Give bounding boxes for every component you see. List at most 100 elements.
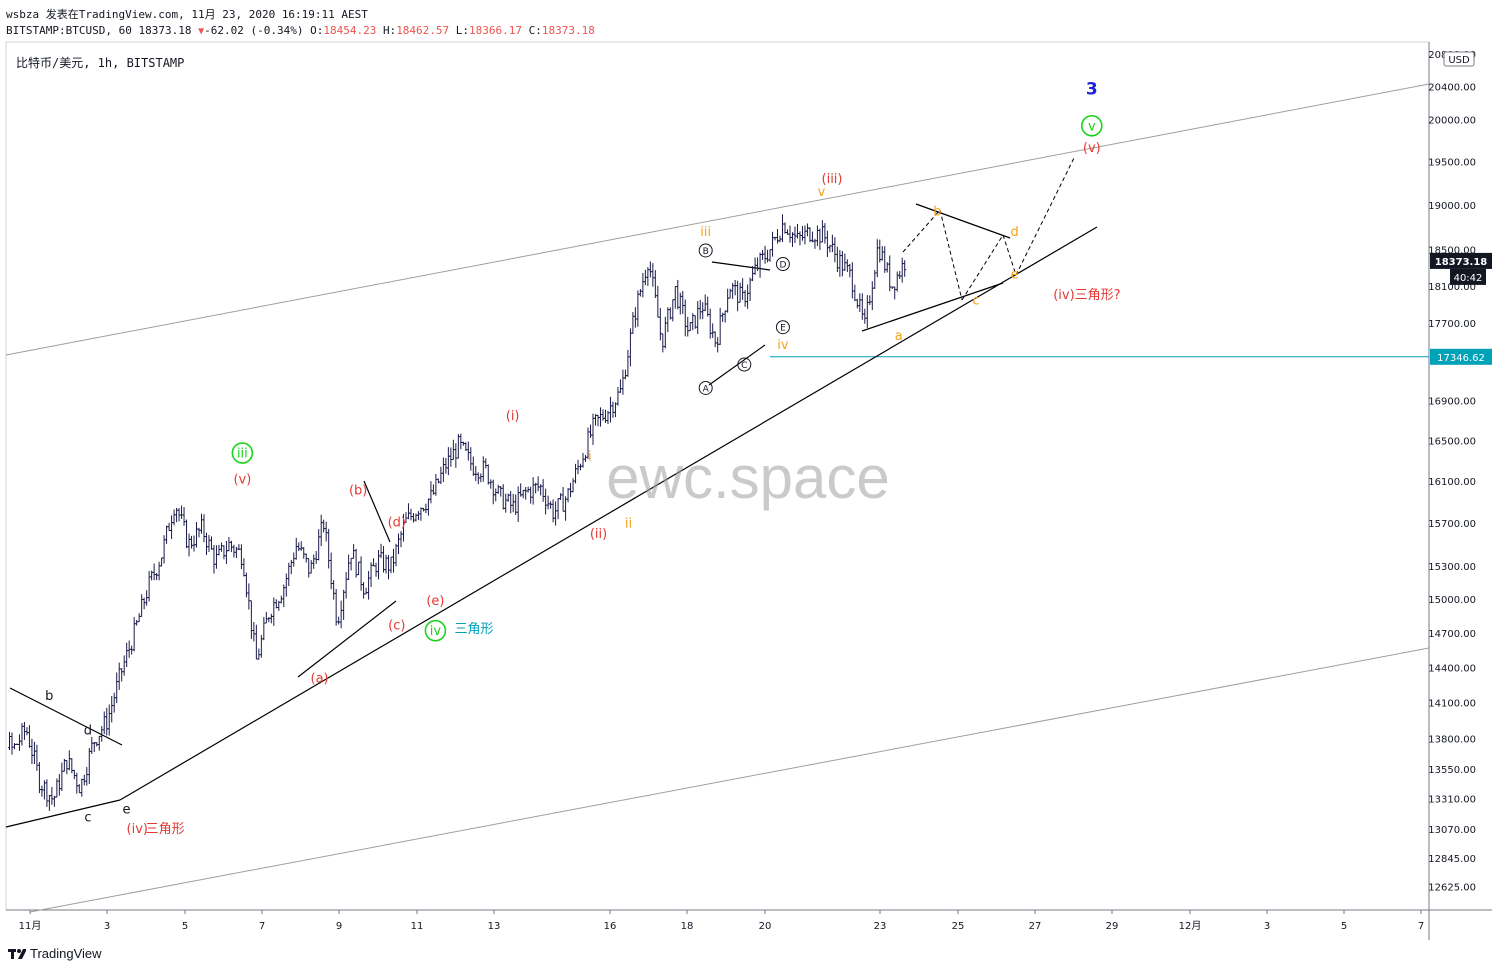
wave-label: iv xyxy=(777,338,789,353)
triangle-ab xyxy=(297,600,397,678)
time-axis[interactable]: 11月 3 5 7 9 11 13 16 18 20 23 25 27 29 12月 3 5 7 xyxy=(19,910,1425,932)
time-tick-label[interactable]: 13 xyxy=(488,921,501,932)
interval: 60 xyxy=(118,24,132,37)
wave-label: i xyxy=(588,450,592,465)
wave-label: C xyxy=(741,361,747,371)
price-tick-label[interactable]: 16100.00 xyxy=(1428,477,1476,488)
tradingview-logo-icon xyxy=(8,949,26,959)
wave-label: (a) xyxy=(311,671,329,686)
wave-label: e xyxy=(123,803,131,818)
forecast-path-5 xyxy=(1015,157,1075,276)
price-tick-label[interactable]: 16900.00 xyxy=(1428,396,1476,407)
price-tick-label[interactable]: 18100.00 xyxy=(1428,282,1476,293)
header-line-2: BITSTAMP:BTCUSD, 60 18373.18 ▼-62.02 (-0… xyxy=(6,24,595,37)
wave-circle xyxy=(775,257,790,272)
currency-label: USD xyxy=(1448,55,1470,66)
low-value: 18366.17 xyxy=(469,24,523,37)
time-tick-label[interactable]: 3 xyxy=(1264,921,1270,932)
price-tick-label[interactable]: 19500.00 xyxy=(1428,158,1476,169)
last-price-tag xyxy=(1430,252,1492,269)
wave-label: iii xyxy=(700,225,711,240)
wave-label: v xyxy=(818,185,826,200)
time-tick-label[interactable]: 12月 xyxy=(1179,920,1202,932)
price-change: -62.02 (-0.34%) xyxy=(204,24,304,37)
wave-label: e xyxy=(1011,268,1019,283)
wave-label: (b) xyxy=(349,484,367,499)
main-trendline xyxy=(119,226,1098,801)
wave-label: d xyxy=(1010,225,1018,240)
wave-circle xyxy=(737,357,752,372)
last-price-label: 18373.18 xyxy=(1435,257,1488,268)
price-tick-label[interactable]: 14700.00 xyxy=(1428,629,1476,640)
time-tick-label[interactable]: 18 xyxy=(681,921,694,932)
price-tick-label[interactable]: 14100.00 xyxy=(1428,698,1476,709)
time-tick-label[interactable]: 7 xyxy=(259,921,265,932)
channel-upper xyxy=(5,83,1430,356)
price-tick-label[interactable]: 19000.00 xyxy=(1428,201,1476,212)
time-tick-label[interactable]: 9 xyxy=(336,921,342,932)
currency-badge xyxy=(1443,51,1475,67)
price-tick-label[interactable]: 20400.00 xyxy=(1428,82,1476,93)
time-tick-label[interactable]: 23 xyxy=(874,921,887,932)
price-tick-label[interactable]: 13070.00 xyxy=(1428,825,1476,836)
price-tick-label[interactable]: 16500.00 xyxy=(1428,436,1476,447)
price-tick-label[interactable]: 15300.00 xyxy=(1428,562,1476,573)
price-tick-label[interactable]: 13800.00 xyxy=(1428,734,1476,745)
price-tick-label[interactable]: 17700.00 xyxy=(1428,319,1476,330)
wave-label: B xyxy=(703,247,709,257)
price-tick-label[interactable]: 15700.00 xyxy=(1428,519,1476,530)
tradingview-logo[interactable]: TradingView xyxy=(8,946,102,961)
channel-lower xyxy=(29,647,1430,913)
time-tick-label[interactable]: 11月 xyxy=(19,920,42,932)
price-tick-label[interactable]: 14400.00 xyxy=(1428,663,1476,674)
forecast-upper xyxy=(915,203,1011,239)
wave-label: 3 xyxy=(1086,80,1098,100)
wave-label: d xyxy=(84,724,92,739)
forecast-path-3 xyxy=(961,234,1004,301)
wave-label: ii xyxy=(625,516,632,531)
price-tick-label[interactable]: 18500.00 xyxy=(1428,245,1476,256)
price-tick-label[interactable]: 13550.00 xyxy=(1428,765,1476,776)
wave-label: iv xyxy=(430,624,442,639)
time-tick-label[interactable]: 5 xyxy=(1341,921,1347,932)
wave-circle xyxy=(698,380,713,395)
wave-label: c xyxy=(972,293,979,308)
time-tick-label[interactable]: 25 xyxy=(952,921,965,932)
forecast-path-4 xyxy=(1002,234,1017,276)
wave-label: (iii) xyxy=(822,172,843,187)
wave-label: 三角形 xyxy=(146,822,185,837)
footer-brand: TradingView xyxy=(30,946,102,961)
price-tick-label[interactable]: 20000.00 xyxy=(1428,115,1476,126)
author: wsbza xyxy=(6,8,40,21)
published-on: 发表在TradingView.com, xyxy=(45,8,185,21)
wave-circle xyxy=(424,619,447,642)
time-tick-label[interactable]: 7 xyxy=(1418,921,1424,932)
time-tick-label[interactable]: 3 xyxy=(104,921,110,932)
price-tick-label[interactable]: 15000.00 xyxy=(1428,595,1476,606)
triangle-lower xyxy=(5,799,121,828)
time-tick-label[interactable]: 29 xyxy=(1106,921,1119,932)
wave-circle xyxy=(775,320,790,335)
wave-label: (iv)三角形? xyxy=(1053,288,1120,303)
time-tick-label[interactable]: 20 xyxy=(759,921,772,932)
price-tick-label[interactable]: 12845.00 xyxy=(1428,854,1476,865)
wave-label: a xyxy=(895,329,903,344)
time-tick-label[interactable]: 27 xyxy=(1029,921,1042,932)
time-tick-label[interactable]: 11 xyxy=(411,921,424,932)
wave-label: A xyxy=(703,384,710,394)
countdown-tag xyxy=(1450,268,1486,285)
price-tick-label[interactable]: 12625.00 xyxy=(1428,883,1476,894)
price-axis[interactable]: 20800.0020400.0020000.0019500.0019000.00… xyxy=(1428,50,1492,894)
wave-circle xyxy=(1081,114,1103,137)
header-line-1: wsbza 发表在TradingView.com, 11月 23, 2020 1… xyxy=(6,6,368,22)
price-tick-label[interactable]: 13310.00 xyxy=(1428,795,1476,806)
time-tick-label[interactable]: 16 xyxy=(604,921,617,932)
close-value: 18373.18 xyxy=(541,24,595,37)
high-value: 18462.57 xyxy=(396,24,450,37)
time-tick-label[interactable]: 5 xyxy=(182,921,188,932)
wave-label: b xyxy=(45,689,53,704)
triangle-upper xyxy=(9,687,123,746)
chart-legend: 比特币/美元, 1h, BITSTAMP xyxy=(16,56,185,70)
